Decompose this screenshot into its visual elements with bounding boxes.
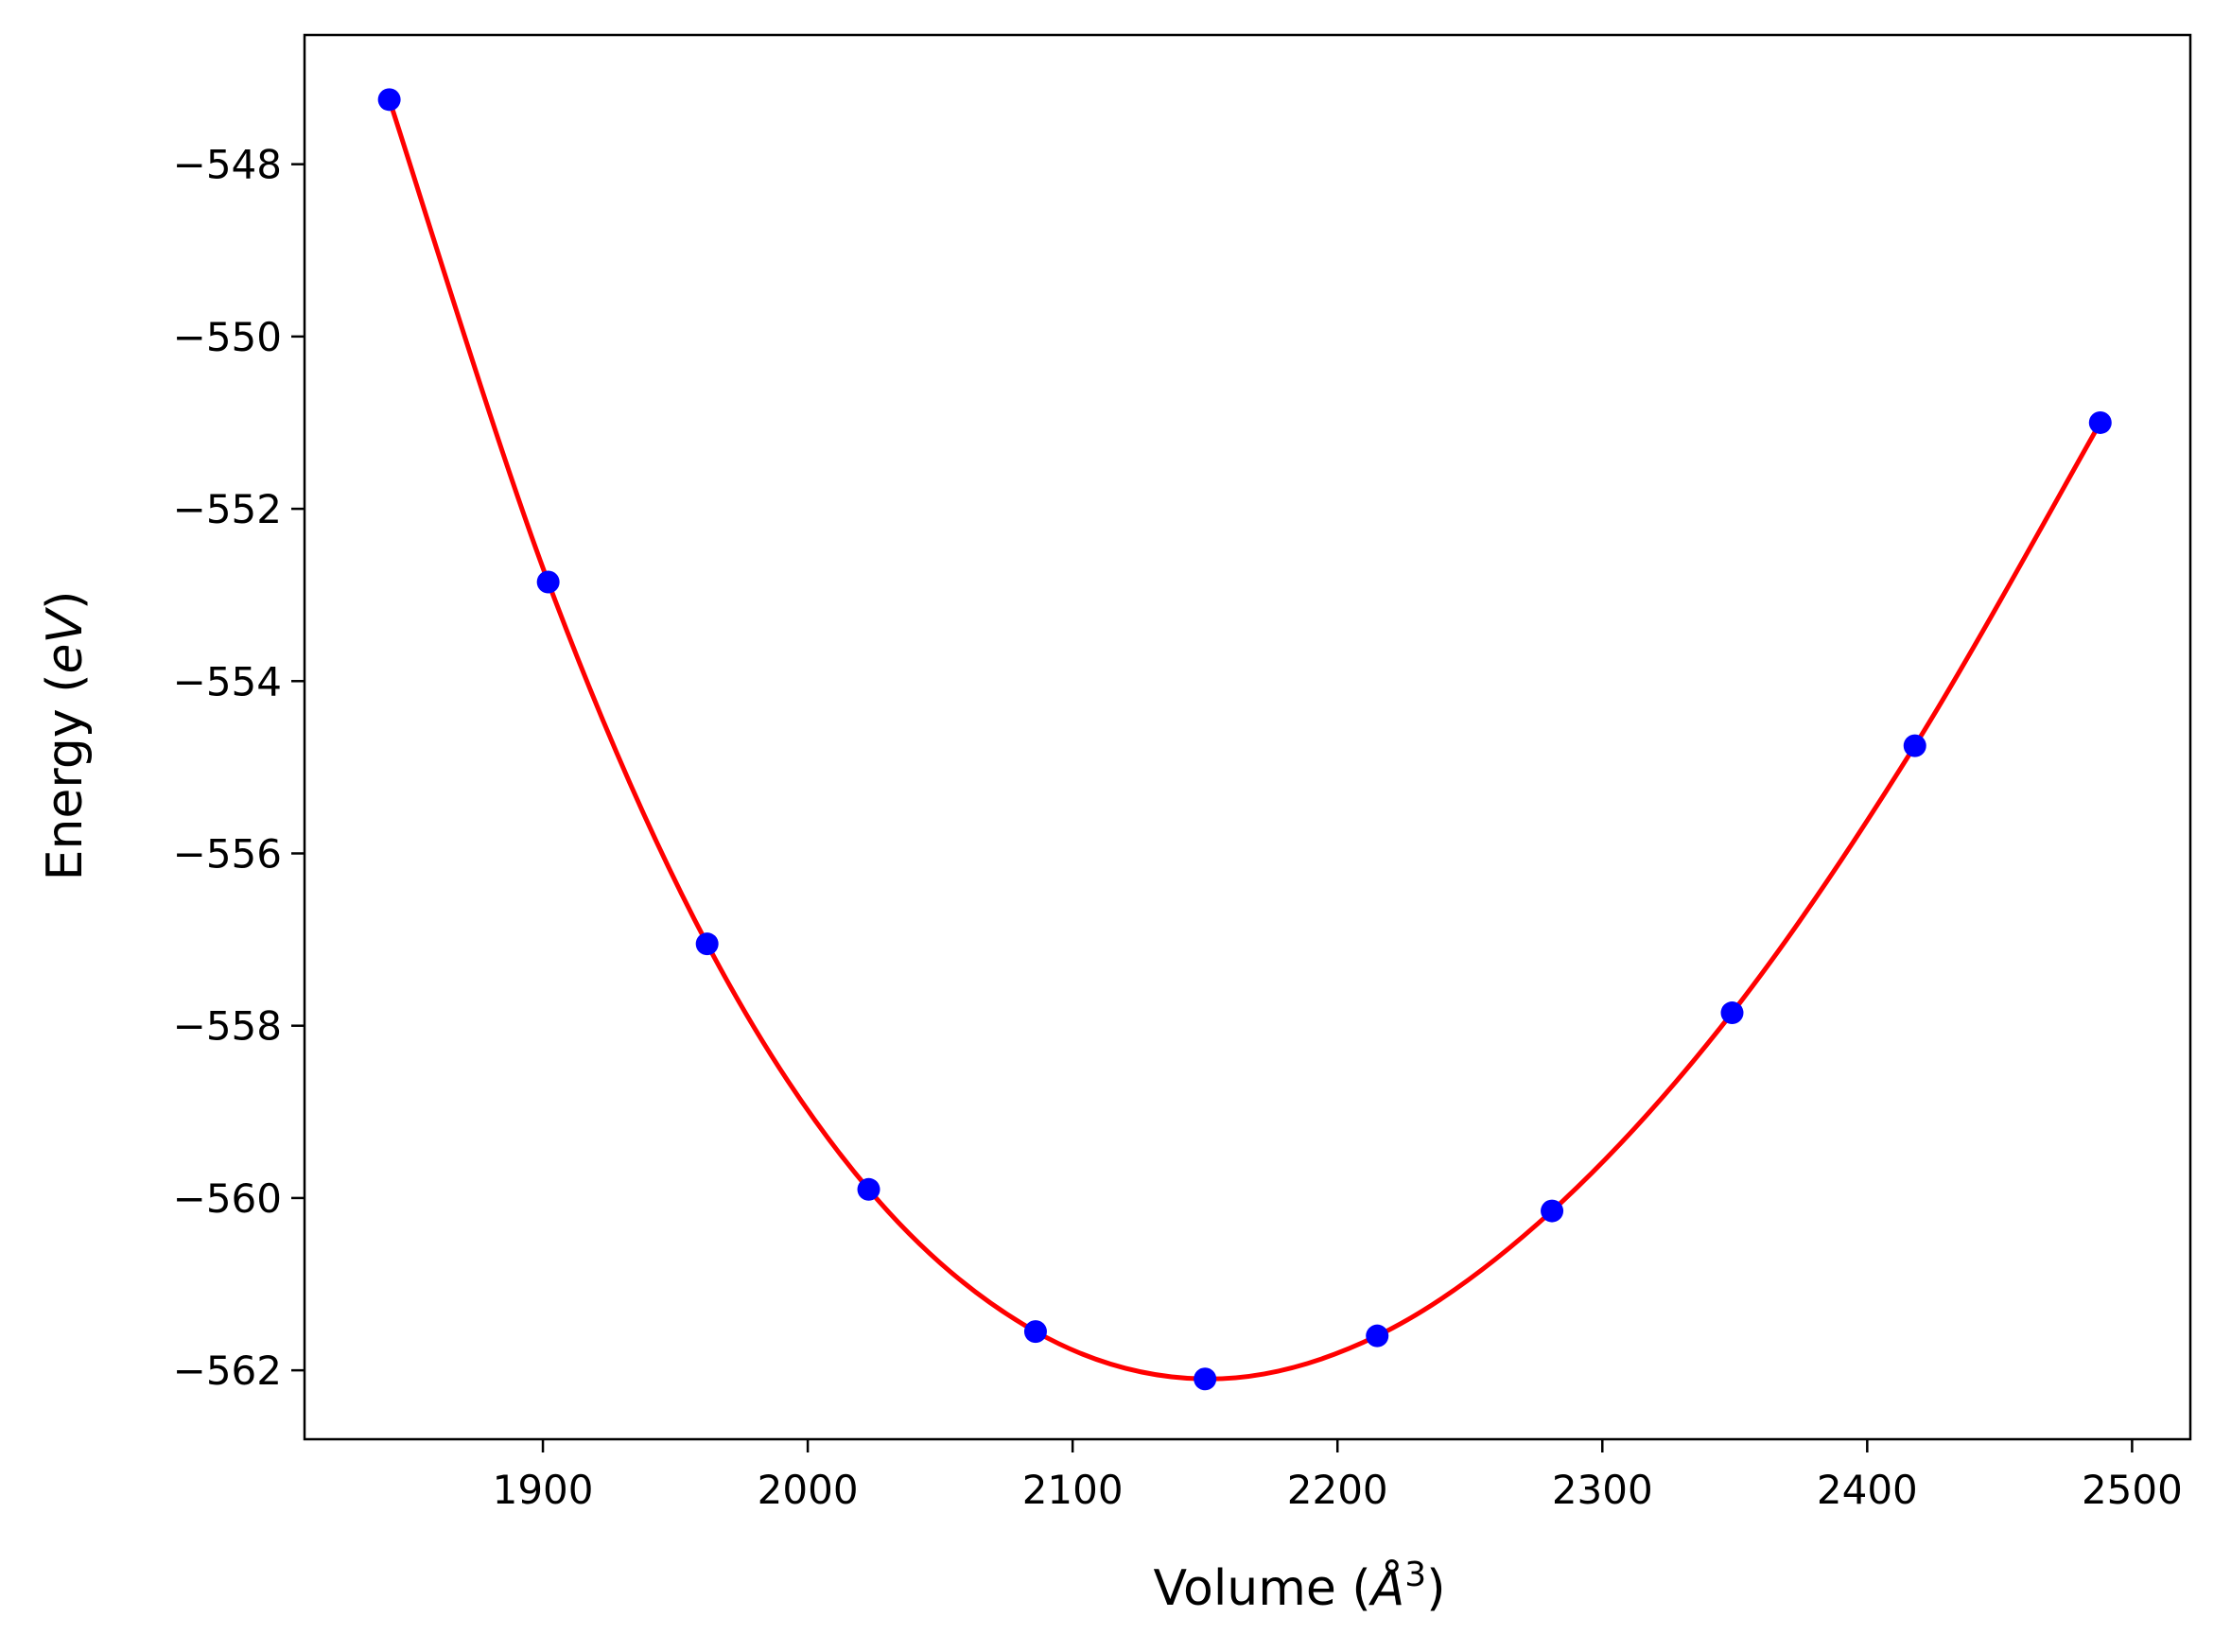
data-point (1023, 1320, 1047, 1344)
x-tick-label: 2200 (1287, 1467, 1388, 1513)
y-tick-label: −560 (173, 1175, 282, 1222)
y-tick-label: −554 (173, 658, 282, 704)
fit-line-layer (387, 98, 2102, 1382)
y-tick-label: −552 (173, 486, 282, 532)
x-tick-label: 2400 (1817, 1467, 1918, 1513)
x-tick-label: 2500 (2082, 1467, 2183, 1513)
data-point (1366, 1324, 1389, 1348)
plot-frame (303, 33, 2192, 1441)
y-tick-label: −548 (173, 142, 282, 188)
y-tick-label: −556 (173, 830, 282, 877)
x-axis-ticks: 1900 2000 2100 2200 2300 2400 2500 (493, 1439, 2183, 1513)
data-point (1720, 1001, 1744, 1025)
data-point (1903, 734, 1926, 757)
data-point (695, 932, 719, 956)
data-point (2088, 410, 2112, 434)
points-layer (377, 88, 2112, 1391)
data-point (536, 570, 560, 594)
x-tick-label: 2100 (1022, 1467, 1124, 1513)
x-tick-label: 1900 (493, 1467, 594, 1513)
x-tick-label: 2000 (758, 1467, 859, 1513)
x-tick-label: 2300 (1552, 1467, 1653, 1513)
fit-line (387, 98, 2102, 1382)
data-point (377, 88, 401, 112)
data-point (1194, 1367, 1217, 1391)
y-tick-label: −562 (173, 1348, 282, 1394)
x-axis-label: Volume (Å3) (1153, 1556, 1445, 1618)
y-axis-label: Energy (eV) (37, 591, 94, 881)
data-point (1541, 1199, 1564, 1223)
y-tick-label: −550 (173, 314, 282, 360)
data-point (857, 1177, 880, 1201)
y-tick-label: −558 (173, 1003, 282, 1050)
y-axis-ticks: −548 −550 −552 −554 −556 −558 −560 −562 (173, 142, 305, 1394)
